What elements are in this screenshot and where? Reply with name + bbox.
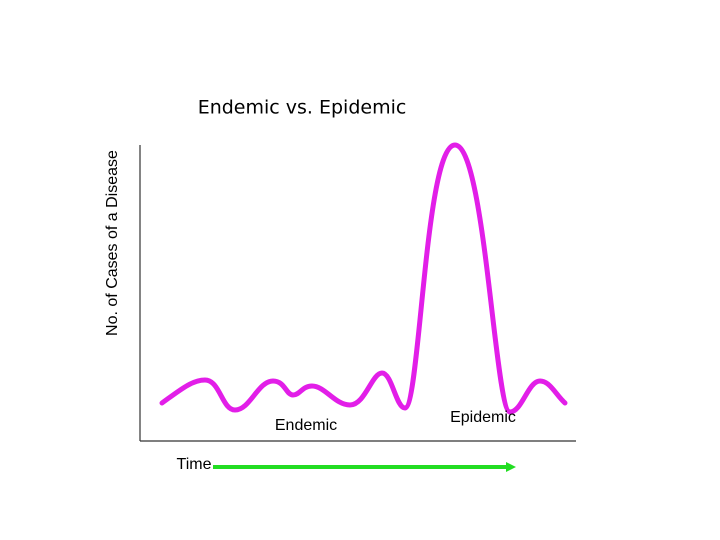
title: Endemic vs. Epidemic xyxy=(198,97,407,119)
time-label: Time xyxy=(177,456,212,473)
epidemic-label: Epidemic xyxy=(450,409,516,426)
y-axis-label: No. of Cases of a Disease xyxy=(104,150,121,336)
endemic-label: Endemic xyxy=(275,417,337,434)
time-arrow-head xyxy=(506,462,516,472)
disease-curve xyxy=(159,142,568,415)
